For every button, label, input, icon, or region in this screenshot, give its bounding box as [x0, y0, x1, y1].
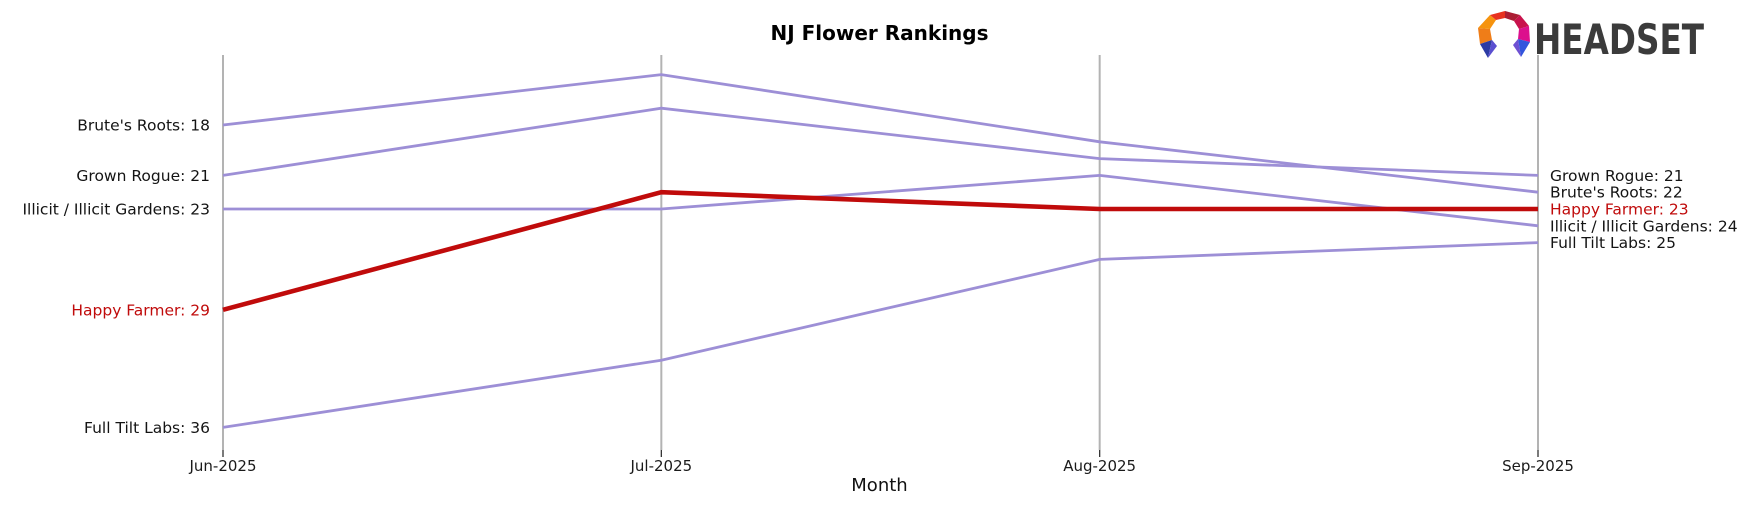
left-label-brute-s-roots: Brute's Roots: 18 — [77, 117, 210, 135]
left-label-happy-farmer: Happy Farmer: 29 — [71, 301, 210, 319]
headset-logo-text: HEADSET — [1534, 15, 1704, 64]
x-tick-label-jun-2025: Jun-2025 — [188, 457, 256, 475]
right-label-illicit-illicit-gardens: Illicit / Illicit Gardens: 24 — [1550, 217, 1738, 235]
headset-logo-icon — [1478, 11, 1530, 58]
x-tick-label-jul-2025: Jul-2025 — [629, 457, 692, 475]
x-tick-label-aug-2025: Aug-2025 — [1063, 457, 1136, 475]
x-tick-label-sep-2025: Sep-2025 — [1502, 457, 1574, 475]
left-label-full-tilt-labs: Full Tilt Labs: 36 — [84, 419, 210, 437]
left-label-illicit-illicit-gardens: Illicit / Illicit Gardens: 23 — [22, 201, 210, 219]
series-line-grown-rogue — [222, 106, 1539, 177]
series-line-full-tilt-labs — [222, 241, 1539, 429]
headset-logo: HEADSET — [1478, 11, 1704, 64]
series-line-happy-farmer — [222, 189, 1538, 313]
chart-title: NJ Flower Rankings — [770, 21, 989, 45]
right-label-brute-s-roots: Brute's Roots: 22 — [1550, 184, 1683, 202]
right-label-full-tilt-labs: Full Tilt Labs: 25 — [1550, 234, 1676, 252]
x-axis-title: Month — [851, 475, 908, 496]
series-line-illicit-illicit-gardens — [223, 173, 1539, 228]
right-label-happy-farmer: Happy Farmer: 23 — [1550, 201, 1689, 219]
right-label-grown-rogue: Grown Rogue: 21 — [1550, 167, 1684, 185]
left-label-grown-rogue: Grown Rogue: 21 — [76, 167, 210, 185]
